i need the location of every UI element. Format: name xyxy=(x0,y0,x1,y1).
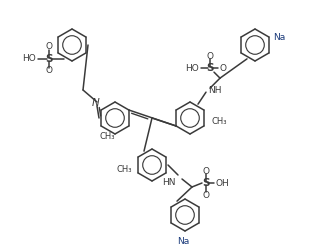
Text: S: S xyxy=(45,54,53,64)
Text: HN: HN xyxy=(162,178,176,187)
Text: O: O xyxy=(220,64,227,73)
Text: S: S xyxy=(202,178,210,188)
Text: O: O xyxy=(203,191,210,200)
Text: O: O xyxy=(46,42,52,51)
Text: O: O xyxy=(46,66,52,75)
Text: HO: HO xyxy=(185,64,199,73)
Text: O: O xyxy=(206,52,214,61)
Text: CH₃: CH₃ xyxy=(100,132,115,141)
Text: CH₃: CH₃ xyxy=(117,165,132,173)
Text: N: N xyxy=(92,98,100,108)
Text: OH: OH xyxy=(216,178,230,187)
Text: O: O xyxy=(203,167,210,175)
Text: Na: Na xyxy=(177,237,189,246)
Text: Na: Na xyxy=(273,33,285,42)
Text: NH: NH xyxy=(208,86,222,95)
Text: HO: HO xyxy=(22,54,36,63)
Text: S: S xyxy=(206,63,214,73)
Text: CH₃: CH₃ xyxy=(212,117,228,127)
